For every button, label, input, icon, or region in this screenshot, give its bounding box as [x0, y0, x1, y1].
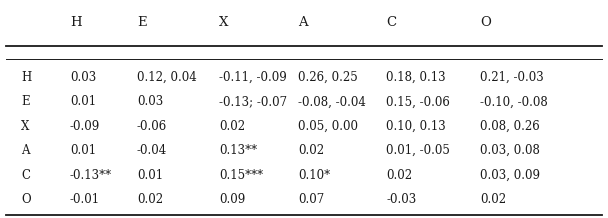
Text: -0.01: -0.01 — [70, 193, 100, 206]
Text: 0.26, 0.25: 0.26, 0.25 — [298, 71, 358, 84]
Text: -0.13**: -0.13** — [70, 169, 112, 182]
Text: 0.07: 0.07 — [298, 193, 324, 206]
Text: 0.10, 0.13: 0.10, 0.13 — [386, 120, 446, 133]
Text: 0.12, 0.04: 0.12, 0.04 — [137, 71, 196, 84]
Text: -0.10, -0.08: -0.10, -0.08 — [480, 95, 548, 108]
Text: 0.03, 0.08: 0.03, 0.08 — [480, 144, 540, 157]
Text: 0.18, 0.13: 0.18, 0.13 — [386, 71, 446, 84]
Text: 0.05, 0.00: 0.05, 0.00 — [298, 120, 358, 133]
Text: H: H — [70, 16, 81, 29]
Text: -0.09: -0.09 — [70, 120, 100, 133]
Text: 0.02: 0.02 — [219, 120, 245, 133]
Text: 0.15***: 0.15*** — [219, 169, 263, 182]
Text: 0.02: 0.02 — [298, 144, 324, 157]
Text: C: C — [21, 169, 30, 182]
Text: -0.08, -0.04: -0.08, -0.04 — [298, 95, 366, 108]
Text: 0.13**: 0.13** — [219, 144, 257, 157]
Text: 0.02: 0.02 — [386, 169, 412, 182]
Text: 0.15, -0.06: 0.15, -0.06 — [386, 95, 450, 108]
Text: 0.01: 0.01 — [70, 95, 96, 108]
Text: X: X — [219, 16, 228, 29]
Text: -0.03: -0.03 — [386, 193, 416, 206]
Text: 0.08, 0.26: 0.08, 0.26 — [480, 120, 540, 133]
Text: 0.03: 0.03 — [70, 71, 96, 84]
Text: E: E — [21, 95, 30, 108]
Text: O: O — [21, 193, 31, 206]
Text: O: O — [480, 16, 491, 29]
Text: -0.11, -0.09: -0.11, -0.09 — [219, 71, 286, 84]
Text: C: C — [386, 16, 396, 29]
Text: -0.06: -0.06 — [137, 120, 167, 133]
Text: X: X — [21, 120, 30, 133]
Text: E: E — [137, 16, 147, 29]
Text: 0.01, -0.05: 0.01, -0.05 — [386, 144, 450, 157]
Text: H: H — [21, 71, 32, 84]
Text: 0.21, -0.03: 0.21, -0.03 — [480, 71, 544, 84]
Text: -0.13; -0.07: -0.13; -0.07 — [219, 95, 287, 108]
Text: 0.01: 0.01 — [70, 144, 96, 157]
Text: A: A — [21, 144, 30, 157]
Text: 0.02: 0.02 — [480, 193, 506, 206]
Text: 0.01: 0.01 — [137, 169, 163, 182]
Text: 0.03, 0.09: 0.03, 0.09 — [480, 169, 541, 182]
Text: 0.02: 0.02 — [137, 193, 163, 206]
Text: 0.09: 0.09 — [219, 193, 245, 206]
Text: -0.04: -0.04 — [137, 144, 167, 157]
Text: 0.10*: 0.10* — [298, 169, 330, 182]
Text: 0.03: 0.03 — [137, 95, 163, 108]
Text: A: A — [298, 16, 308, 29]
